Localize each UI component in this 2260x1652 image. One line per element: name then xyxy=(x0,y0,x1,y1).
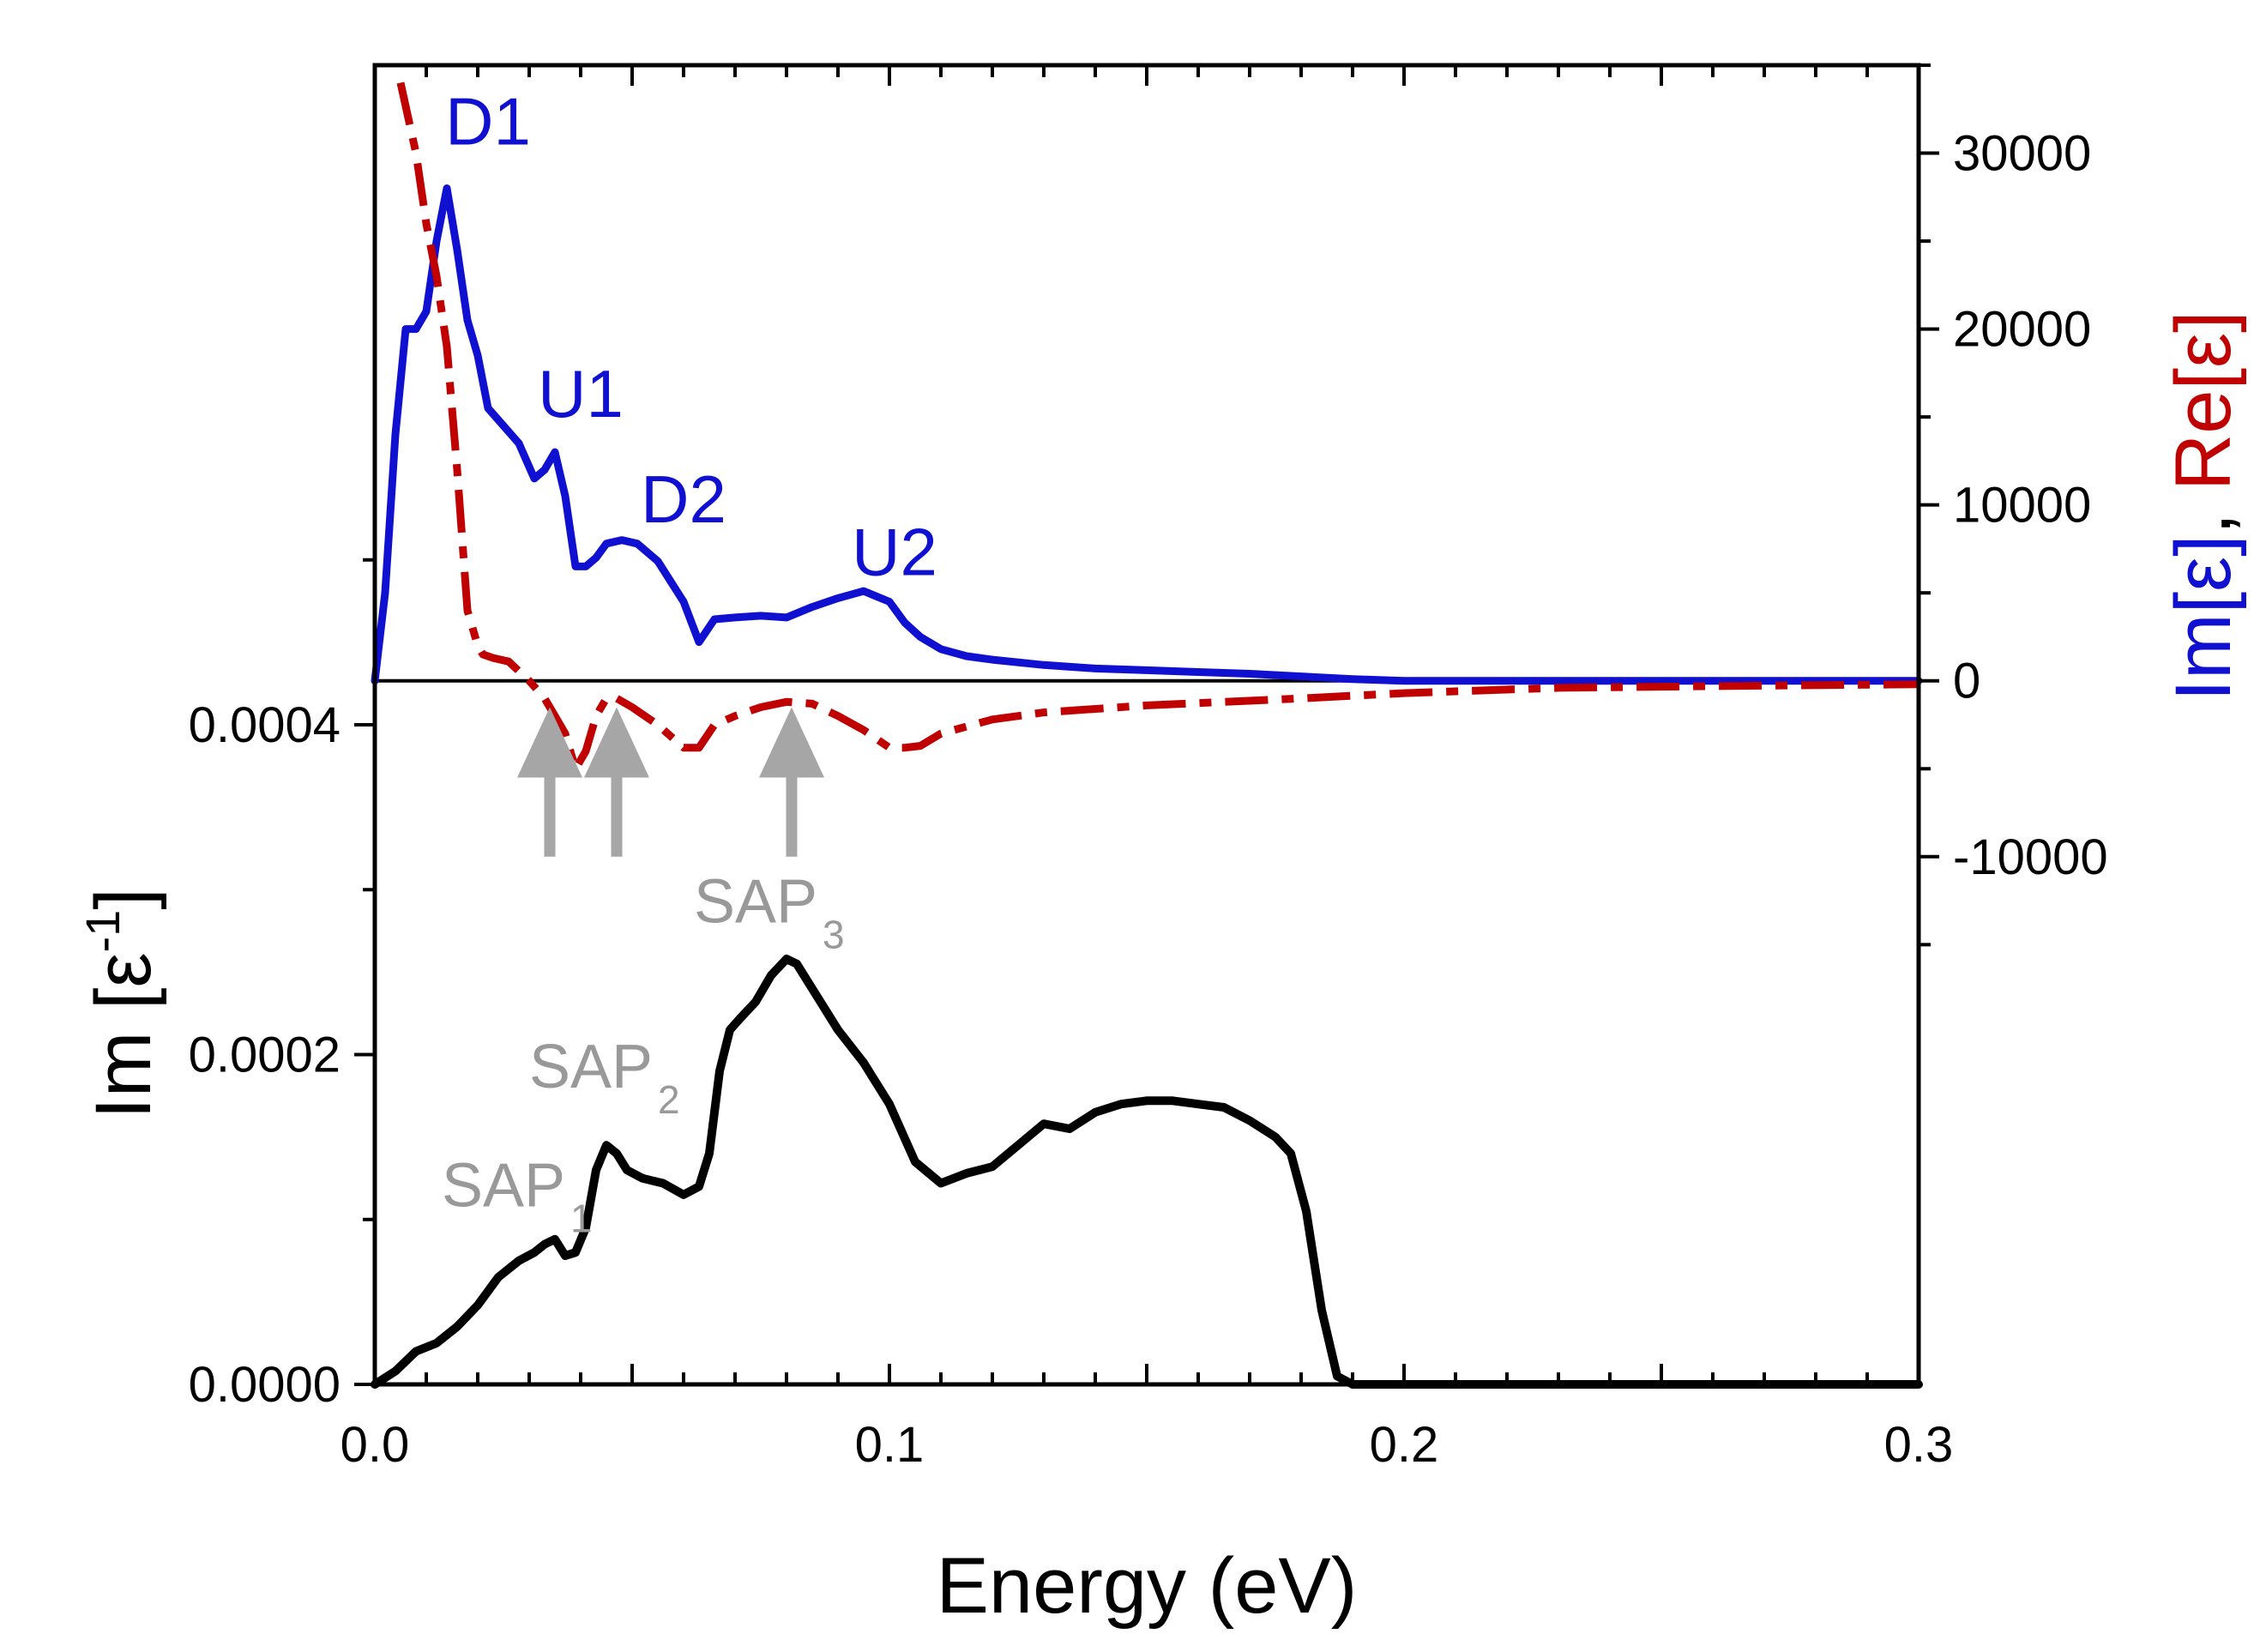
right-tick-label: -10000 xyxy=(1953,829,2108,885)
sap-label-1: SAP 1 xyxy=(442,1151,593,1240)
axes-layer: 0.0 0.1 0.2 0.3 0.0000 0.0002 0.0004 -10000 0 100… xyxy=(75,63,2247,1630)
right-axis-title-im: Im[ε] xyxy=(2160,534,2247,701)
arrow-head xyxy=(759,707,824,778)
right-axis-title-sep: , xyxy=(2160,491,2247,534)
sap-label-subscript: 1 xyxy=(570,1196,593,1240)
right-tick-label: 10000 xyxy=(1953,478,2091,534)
sap-label-text: SAP xyxy=(529,1033,653,1101)
series-layer xyxy=(371,81,1923,1389)
right-axis-title-re: Re[ε] xyxy=(2160,311,2247,491)
sap-label-subscript: 3 xyxy=(823,913,845,957)
x-tick-label: 0.0 xyxy=(341,1417,410,1473)
left-tick-label: 0.0004 xyxy=(189,697,341,753)
sap-label-text: SAP xyxy=(694,868,817,937)
plot-frame xyxy=(372,63,1921,1387)
arrow-1 xyxy=(517,707,582,857)
right-tick-label: 20000 xyxy=(1953,302,2091,358)
sap-label-subscript: 2 xyxy=(658,1077,680,1122)
arrow-2 xyxy=(584,707,649,857)
x-axis-title: Energy (eV) xyxy=(937,1542,1358,1630)
x-tick-label: 0.3 xyxy=(1884,1417,1954,1473)
peak-label-d1: D1 xyxy=(445,83,531,159)
arrow-head xyxy=(584,707,649,778)
sap-label-text: SAP xyxy=(442,1151,565,1220)
left-tick-label: 0.0002 xyxy=(189,1028,341,1083)
left-axis-title: Im [ε-1] xyxy=(75,888,167,1119)
right-tick-label: 30000 xyxy=(1953,126,2091,182)
arrow-head xyxy=(517,707,582,778)
left-axis-title-superscript: -1 xyxy=(75,910,130,953)
left-axis-title-main: Im [ε xyxy=(80,953,167,1119)
peak-label-u2: U2 xyxy=(852,515,937,590)
peak-label-d2: D2 xyxy=(641,461,726,537)
series-re-eps-line xyxy=(396,81,1919,773)
right-axis-title: Im[ε], Re[ε] xyxy=(2160,311,2247,701)
sap-label-2: SAP 2 xyxy=(529,1033,680,1122)
x-tick-label: 0.1 xyxy=(855,1417,925,1473)
peak-label-u1: U1 xyxy=(538,356,624,431)
x-tick-label: 0.2 xyxy=(1370,1417,1439,1473)
left-tick-label: 0.0000 xyxy=(189,1357,341,1413)
arrow-3 xyxy=(759,707,824,857)
sap-label-3: SAP 3 xyxy=(694,868,845,957)
left-axis-title-close: ] xyxy=(80,888,167,910)
series-im-eps-line xyxy=(371,184,1923,685)
right-tick-label: 0 xyxy=(1953,654,1980,709)
series-loss-line xyxy=(371,955,1923,1389)
